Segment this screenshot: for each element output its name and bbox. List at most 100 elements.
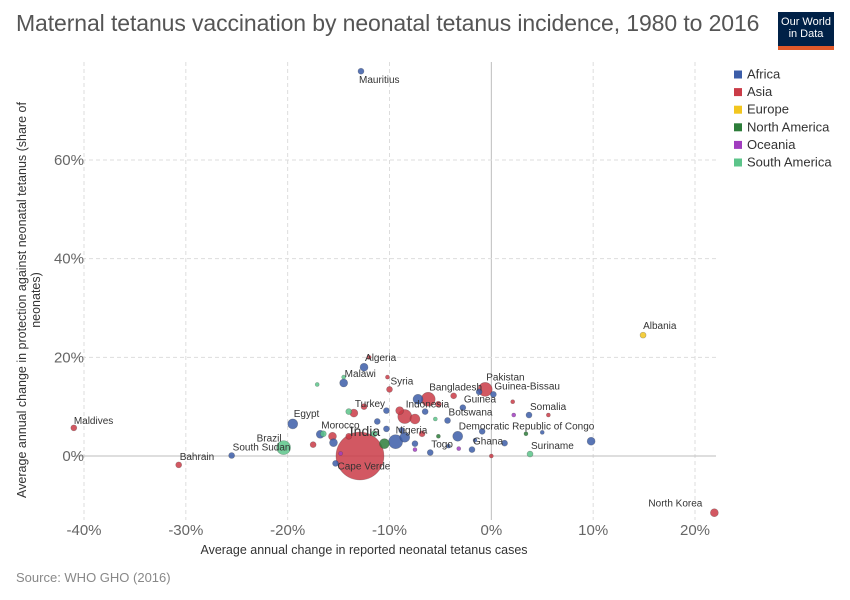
data-point-unlabeled [539,430,545,435]
data-point-unlabeled [501,439,508,447]
legend-swatch [734,123,742,132]
data-point-unlabeled [510,399,516,405]
data-point-unlabeled [398,427,406,434]
point-label: South Sudan [233,443,291,454]
data-point-unlabeled [546,412,551,418]
legend: Africa Asia Europe North America Oceania Sout… [734,67,832,170]
data-point-unlabeled [329,438,338,447]
point-label: Bahrain [180,452,214,463]
data-point-unlabeled [412,447,418,452]
x-tick-label: 0% [480,522,502,539]
legend-swatch [734,105,742,114]
point-label: Egypt [294,409,320,420]
data-point-unlabeled [320,430,327,438]
point-label: Syria [391,376,414,387]
data-point-unlabeled [433,416,438,422]
point-label: Maldives [74,416,113,427]
data-point-unlabeled [478,428,486,435]
data-point-unlabeled [446,443,451,449]
data-point-south-sudan [228,452,235,459]
point-label: North Korea [648,499,702,510]
owid-logo[interactable]: Our World in Data [778,12,834,50]
point-label: Mauritius [359,75,400,86]
point-label: India [350,423,381,439]
data-point-india [335,431,385,481]
data-point-unlabeled [314,382,320,387]
data-point-unlabeled [341,374,346,380]
point-label: Pakistan [486,372,524,383]
y-axis-title-line-1: Average annual change in protection agai… [15,102,29,498]
data-point-suriname [526,450,534,458]
data-point-malawi [339,378,348,388]
chart-title: Maternal tetanus vaccination by neonatal… [16,10,760,36]
data-point-albania [639,331,647,339]
point-label: Algeria [365,353,397,364]
data-point-bahrain [175,461,183,469]
point-label: Morocco [321,420,360,431]
data-point-unlabeled [360,403,368,410]
data-point-unlabeled [383,425,390,433]
data-point-unlabeled [395,406,404,415]
x-tick-label: -10% [372,522,407,539]
data-point-unlabeled [475,388,483,396]
data-point-unlabeled [373,418,381,425]
data-point-botswana [444,417,451,424]
data-point-brazil [276,440,291,455]
point-label: Botswana [449,407,493,418]
point-label: Turkey [355,399,385,410]
point-label: Cape Verde [338,461,391,472]
legend-swatch [734,70,742,79]
legend-entry: Africa [747,67,781,82]
source-note: Source: WHO GHO (2016) [16,570,171,585]
x-axis-title: Average annual change in reported neonat… [200,543,527,557]
legend-swatch [734,140,742,149]
legend-swatch [734,158,742,167]
data-point-north-korea [710,508,719,518]
data-point-somalia [525,411,533,419]
data-point-unlabeled [345,432,353,440]
logo-accent-bar [778,46,834,50]
data-point-unlabeled [345,408,353,415]
y-tick-label: 20% [54,349,84,366]
legend-entry: Oceania [747,137,796,152]
logo-line-1: Our World [781,16,831,28]
data-point-unlabeled [338,451,343,456]
point-label: Guinea [464,395,497,406]
data-point-mauritius [357,67,365,75]
data-point-unlabeled [421,408,429,415]
data-point-guinea-bissau [490,391,497,398]
data-point-unlabeled [456,446,462,451]
point-label: Togo [431,440,453,451]
x-tick-label: -40% [66,522,101,539]
point-label: Indonesia [406,400,450,411]
point-labels: Mauritius Albania Algeria Malawi Syria Pakist… [74,75,703,510]
grid-lines [75,62,716,520]
legend-swatch [734,88,742,97]
legend-entry: South America [747,155,832,170]
data-point-unlabeled [385,374,390,380]
data-point-cape-verde [332,460,339,467]
axes: -40% -30% -20% -10% 0% 10% 20% 0% 20% 40% 60% [54,152,710,539]
point-label: Guinea-Bissau [494,381,560,392]
data-point-unlabeled [379,438,390,449]
point-label: Suriname [531,441,574,452]
legend-entry: Europe [747,102,789,117]
data-point-unlabeled [366,355,372,360]
legend-entry: North America [747,119,830,134]
x-tick-label: -30% [168,522,203,539]
data-point-unlabeled [511,412,517,418]
data-points [70,67,719,518]
y-tick-label: 0% [62,448,84,465]
point-label: Brazil [257,434,282,445]
data-point-algeria [359,362,369,372]
data-point-unlabeled [412,393,424,405]
data-point-unlabeled [418,430,426,438]
data-point-unlabeled [399,431,411,443]
legend-entry: Asia [747,84,773,99]
data-point-democratic-republic-of-congo [452,430,464,442]
data-point-unlabeled [409,413,421,425]
data-point-maldives [70,424,78,432]
point-label: Nigeria [396,426,428,437]
point-label: Ghana [473,437,503,448]
